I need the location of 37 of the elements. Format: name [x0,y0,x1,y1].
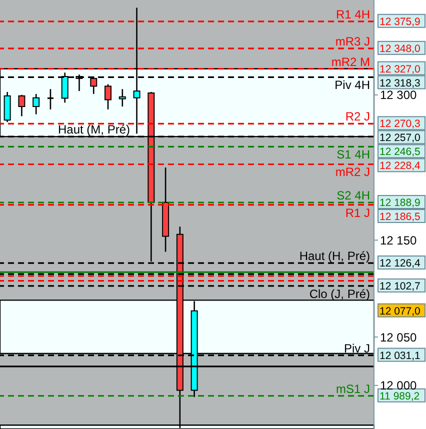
ref-line-label: Haut (M, Pré) [58,122,130,137]
text: 12 186,5 [380,210,421,223]
text: 12 257,0 [380,132,421,144]
text: 12 246,5 [380,146,421,158]
ref-line-label: Piv J [344,341,370,356]
ref-line-label: R1 J [345,206,370,220]
candlestick [104,84,112,110]
y-tick-label: 12 150 [380,233,418,248]
ref-line-label: mR2 J [335,165,370,180]
text: 12 348,0 [380,42,421,55]
text: 12 077,0 [380,305,421,318]
text: 12 318,3 [380,77,421,90]
y-tick-label: 12 300 [380,88,418,102]
text: 12 031,1 [380,350,421,362]
ref-line-label: R1 4H [336,7,370,22]
ref-line-label: mR3 J [335,34,370,48]
text: 12 327,0 [380,63,421,76]
text: 12 270,3 [380,118,421,130]
ref-line-label: Piv 4H [334,78,370,92]
text: 12 102,7 [380,280,421,292]
candlestick [32,93,40,115]
ref-line-label: Clo (J, Pré) [309,286,370,301]
text: 12 375,9 [380,16,421,28]
ref-line-label: mR2 M [331,54,370,69]
ref-line-label: S1 4H [336,148,370,162]
ref-line-label: R2 J [345,110,370,124]
candlestick [118,88,126,108]
text: 12 188,9 [380,196,421,209]
candlestick [18,94,26,117]
ref-line-label: Haut (H, Pré) [299,249,370,264]
text: 12 126,4 [380,258,421,270]
text: 12 228,4 [380,160,421,172]
ref-line-label: S2 4H [336,188,370,202]
candlestick [46,88,54,110]
text: 11 989,2 [380,390,420,402]
ref-line-label: mS1 J [336,382,370,396]
y-tick-label: 12 050 [380,330,418,344]
